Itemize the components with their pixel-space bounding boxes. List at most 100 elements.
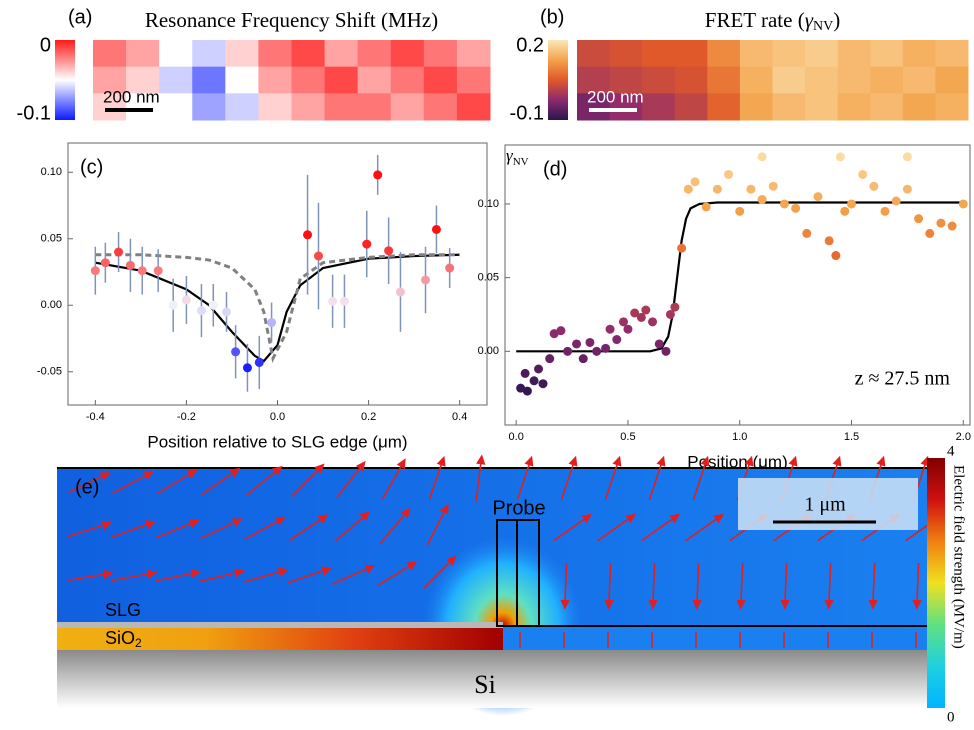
arrow-head	[736, 599, 746, 610]
data-point	[936, 218, 946, 228]
title-part: Resonance Frequency Shift (MHz)	[145, 8, 438, 32]
fit-curve	[95, 253, 460, 363]
sio2-label: SiO2	[105, 628, 142, 650]
data-point	[947, 221, 957, 231]
data-point	[254, 357, 264, 367]
data-point	[431, 224, 441, 234]
colorbar-tick-label: 0.2	[516, 34, 544, 56]
arrow-head	[476, 454, 486, 465]
heatmap-cell	[357, 66, 392, 94]
x-tick-label: 1.5	[844, 431, 859, 443]
heatmap-cell	[126, 93, 160, 121]
data-point	[746, 184, 756, 194]
heatmap-cell	[126, 66, 160, 94]
heatmap-cell	[870, 40, 904, 68]
arrow-head	[321, 566, 333, 576]
data-point	[520, 368, 530, 378]
y-label-symbol: γ	[506, 146, 514, 165]
heatmap-cell	[739, 40, 773, 68]
heatmap-cell	[902, 93, 936, 121]
panel-title: FRET rate (γNV)	[705, 8, 840, 34]
heatmap-cell	[609, 93, 643, 121]
heatmap-cell	[159, 66, 193, 94]
data-point	[556, 326, 566, 336]
colorbar-tick-label: 0	[947, 709, 955, 725]
probe-label: Probe	[492, 497, 545, 519]
arrow-head	[190, 568, 202, 579]
data-point	[90, 266, 100, 276]
heatmap-cell	[192, 93, 226, 121]
data-point	[221, 307, 231, 317]
arrow-head	[364, 564, 376, 574]
arrow-head	[272, 465, 283, 476]
heatmap-cell	[870, 93, 904, 121]
heatmap-cell	[837, 93, 871, 121]
data-point	[670, 302, 680, 312]
data-point	[153, 266, 163, 276]
arrow-head	[277, 567, 289, 577]
data-point	[545, 354, 555, 364]
data-point	[373, 170, 383, 180]
sio2-subscript: 2	[135, 636, 142, 650]
data-point	[618, 317, 628, 327]
data-point	[630, 308, 640, 318]
arrow-head	[231, 518, 243, 527]
si-label: Si	[474, 670, 496, 699]
title-part: )	[833, 8, 840, 32]
data-point	[677, 243, 687, 253]
arrow-head	[355, 460, 366, 472]
data-point	[362, 239, 372, 249]
data-point	[181, 295, 191, 305]
panel-title: Resonance Frequency Shift (MHz)	[145, 8, 438, 32]
arrow-head	[400, 507, 411, 519]
scale-bar-label: 1 μm	[804, 494, 846, 516]
data-point	[605, 324, 615, 334]
heatmap-cell	[324, 40, 359, 68]
y-tick-label: 0.10	[41, 166, 62, 178]
heatmap-cell	[324, 93, 359, 121]
heatmap-cell	[390, 93, 425, 121]
heatmap-cell	[192, 40, 226, 68]
arrow-head	[713, 513, 725, 524]
arrow-head	[692, 599, 702, 610]
heatmap-cell	[159, 93, 193, 121]
arrow-head	[146, 569, 158, 579]
field-lower	[503, 626, 937, 650]
data-point	[665, 309, 675, 319]
slg-label: SLG	[105, 600, 141, 620]
arrow-head	[581, 513, 593, 524]
data-point	[421, 275, 431, 285]
data-point	[958, 199, 968, 209]
arrow-head	[612, 455, 622, 467]
data-point	[880, 206, 890, 216]
arrow-head	[186, 469, 198, 479]
heatmap-cell	[674, 40, 708, 68]
arrow-head	[436, 455, 446, 467]
x-tick-label: 0.5	[620, 431, 635, 443]
data-point	[831, 251, 841, 261]
data-point	[683, 184, 693, 194]
data-point	[858, 169, 868, 179]
heatmap-cell	[291, 93, 326, 121]
arrow-head	[625, 513, 637, 524]
data-point	[902, 184, 912, 194]
data-point	[231, 347, 241, 357]
y-tick-label: 0.05	[41, 233, 62, 245]
heatmap-cell	[93, 93, 127, 121]
heatmap-cell	[258, 66, 292, 94]
si-substrate	[57, 650, 937, 708]
heatmap-cell	[93, 40, 127, 68]
scale-bar-label: 200 nm	[103, 87, 160, 106]
heatmap-cell	[935, 93, 969, 121]
colorbar-tick-label: 4	[947, 443, 955, 459]
colorbar	[927, 458, 945, 708]
x-axis-label: Position relative to SLG edge (μm)	[147, 432, 407, 451]
plot-frame	[504, 144, 971, 426]
x-tick-label: 0.0	[509, 431, 524, 443]
x-tick-label: -0.4	[86, 411, 105, 423]
data-point	[563, 346, 573, 356]
data-point	[661, 346, 671, 356]
arrow-head	[604, 599, 614, 610]
heatmap-cell	[390, 40, 425, 68]
